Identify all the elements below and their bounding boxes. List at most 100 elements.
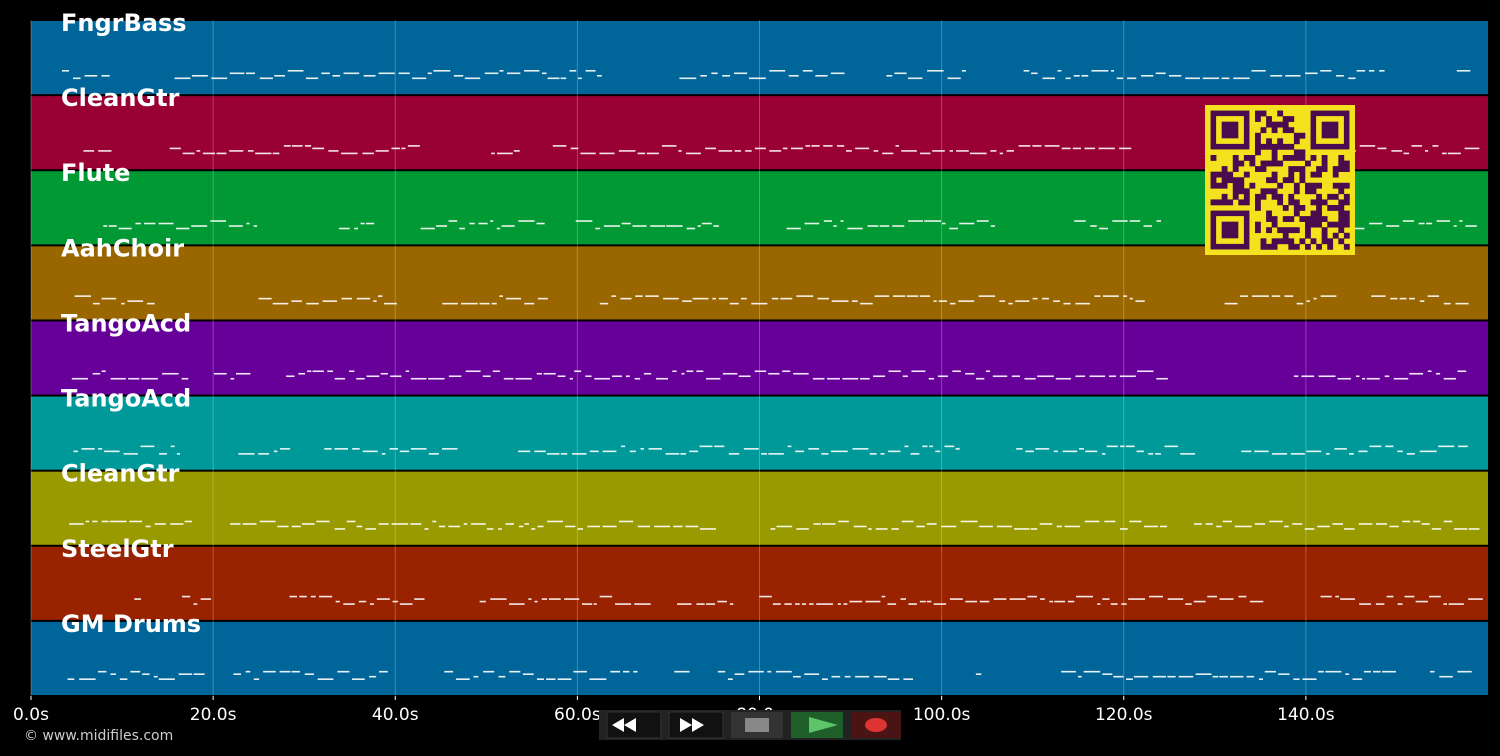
qr-module (1255, 205, 1261, 211)
note (496, 227, 501, 230)
note (892, 225, 905, 227)
track-lane (31, 621, 1488, 695)
note (123, 453, 138, 455)
qr-module (1266, 160, 1272, 167)
note (577, 528, 584, 530)
note (453, 75, 464, 77)
note (784, 603, 792, 605)
note (328, 150, 339, 152)
qr-module (1316, 216, 1322, 222)
note (580, 152, 596, 155)
note (610, 670, 621, 673)
note (159, 453, 167, 455)
note (775, 670, 792, 673)
note (1084, 520, 1100, 523)
play-button[interactable] (791, 712, 843, 738)
note (291, 525, 301, 528)
qr-finder (1321, 121, 1339, 139)
note (536, 222, 545, 225)
note (1443, 377, 1456, 380)
note (305, 77, 319, 80)
note (852, 448, 869, 450)
note (1008, 302, 1013, 305)
note (412, 77, 427, 80)
note (176, 453, 180, 455)
note (537, 525, 544, 528)
note (1072, 147, 1081, 150)
note (985, 370, 991, 373)
track-name: GM Drums (61, 610, 201, 638)
note (734, 150, 742, 152)
note (619, 520, 634, 523)
note (830, 450, 848, 453)
note (505, 523, 514, 525)
qr-module (1271, 160, 1278, 167)
track-name: FngrBass (61, 9, 187, 37)
note (547, 77, 560, 80)
record-button[interactable] (851, 712, 901, 738)
note (200, 598, 211, 600)
note (880, 453, 885, 455)
note (401, 147, 406, 150)
qr-module (1216, 199, 1222, 206)
note (255, 152, 272, 155)
qr-module (1293, 182, 1300, 189)
qr-module (1299, 155, 1306, 161)
qr-module (1316, 210, 1322, 217)
note (1418, 222, 1425, 225)
note (956, 150, 969, 152)
note (888, 450, 901, 453)
note (448, 525, 460, 528)
note (665, 453, 680, 455)
note (769, 150, 782, 152)
note (484, 72, 499, 75)
forward-button[interactable] (668, 711, 724, 739)
note (230, 523, 241, 525)
qr-module (1305, 160, 1311, 167)
forward-icon (680, 718, 704, 732)
qr-module (1332, 182, 1339, 189)
note (524, 302, 535, 305)
note (1412, 520, 1421, 523)
note (69, 523, 84, 525)
note (1143, 225, 1153, 227)
note (109, 520, 127, 523)
note (1375, 603, 1385, 605)
note (321, 72, 330, 75)
x-tick-label: 120.0s (1095, 705, 1153, 725)
note (740, 297, 747, 300)
note (749, 77, 766, 80)
note (1053, 300, 1060, 302)
note (1185, 603, 1192, 605)
note (635, 295, 643, 297)
note (1240, 295, 1249, 297)
note (471, 523, 486, 525)
note (621, 222, 631, 225)
note (894, 72, 907, 75)
qr-module (1316, 221, 1322, 228)
note (175, 227, 190, 230)
note (729, 603, 734, 605)
qr-module (1299, 216, 1306, 222)
qr-module (1260, 238, 1267, 245)
note (1334, 448, 1347, 450)
note (478, 222, 488, 225)
note (246, 72, 256, 75)
note (1127, 77, 1137, 80)
qr-module (1293, 243, 1300, 250)
note (1230, 675, 1244, 678)
note (1404, 595, 1415, 598)
qr-module (1288, 177, 1295, 184)
qr-module (1216, 171, 1222, 178)
note (589, 678, 607, 680)
stop-button[interactable] (731, 712, 783, 738)
rewind-button[interactable] (606, 711, 662, 739)
note (1320, 295, 1337, 297)
note (1406, 453, 1415, 455)
note (1371, 295, 1386, 297)
qr-module (1321, 232, 1328, 239)
qr-module (1277, 193, 1284, 200)
note (334, 528, 346, 530)
rewind-icon (612, 718, 636, 732)
